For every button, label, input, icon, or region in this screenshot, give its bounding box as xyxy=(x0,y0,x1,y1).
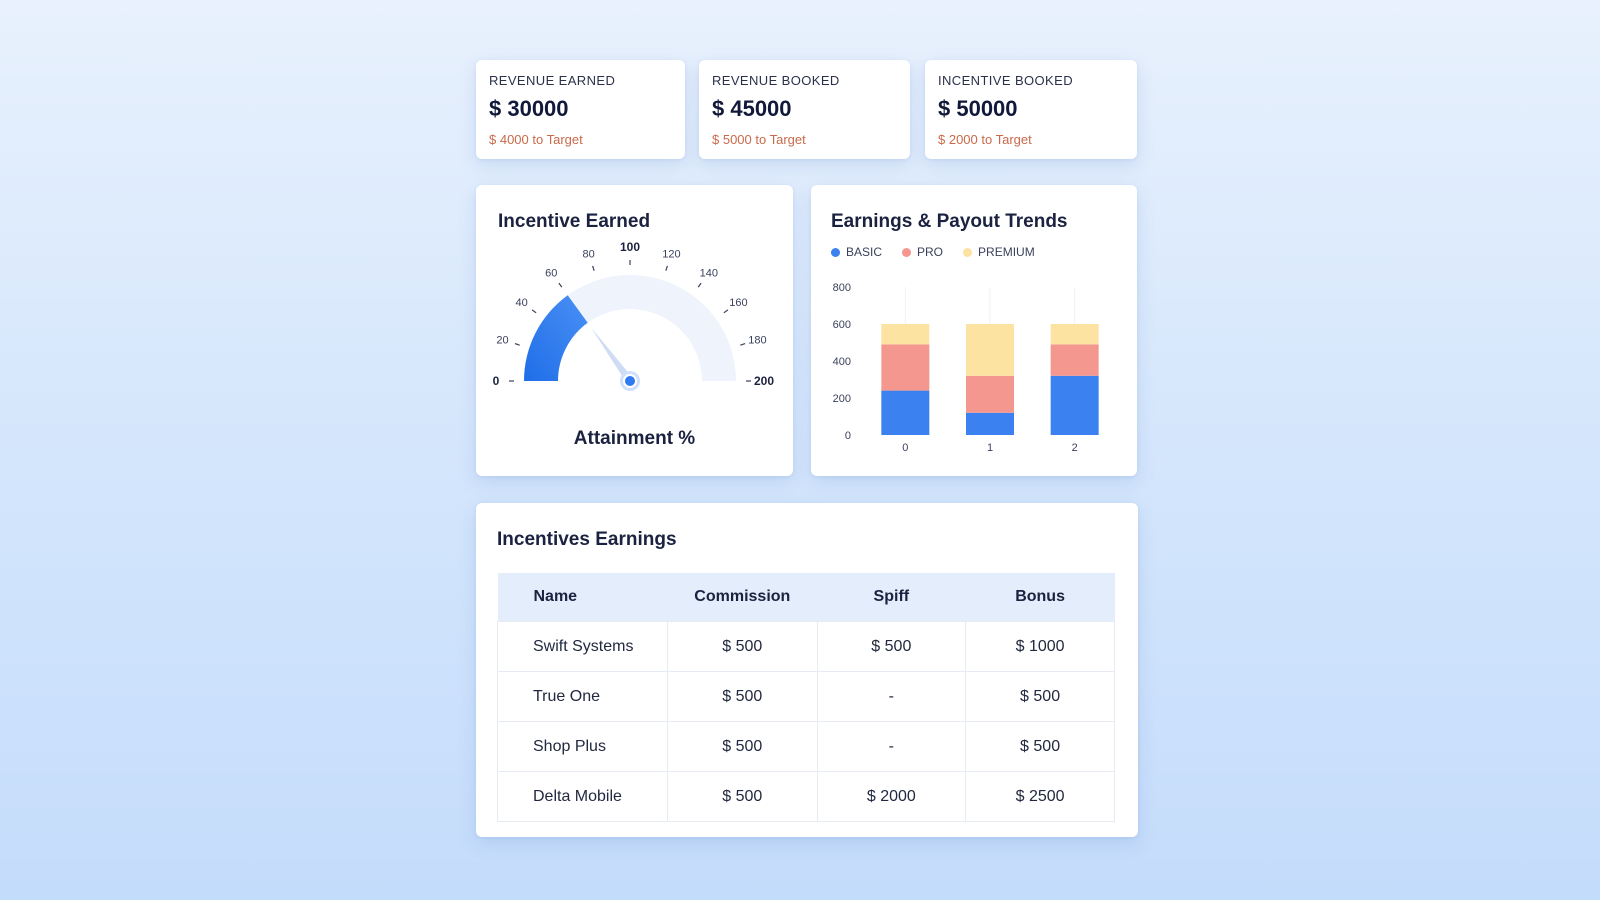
table-row[interactable]: Swift Systems $ 500 $ 500 $ 1000 xyxy=(496,621,1115,672)
earnings-trends-card: Earnings & Payout Trends BASIC PRO PREMI… xyxy=(811,185,1137,476)
legend-label: PREMIUM xyxy=(978,245,1035,259)
bar-segment-basic xyxy=(881,390,930,435)
cell-name: Delta Mobile xyxy=(496,771,669,822)
gauge-title: Incentive Earned xyxy=(498,211,651,232)
cell-name: Swift Systems xyxy=(496,621,669,672)
gauge-tick xyxy=(531,309,537,314)
table-row[interactable]: Shop Plus $ 500 - $ 500 xyxy=(496,721,1115,772)
legend-item-pro[interactable]: PRO xyxy=(902,245,943,259)
gauge-tick-label: 80 xyxy=(582,249,594,261)
bar-segment-basic xyxy=(1050,375,1099,435)
cell-bonus: $ 500 xyxy=(965,721,1115,772)
gauge-tick-label: 200 xyxy=(754,374,774,388)
gauge-tick-label: 20 xyxy=(496,335,508,347)
kpi-target-note: $ 5000 to Target xyxy=(712,132,806,147)
gauge-tick xyxy=(723,309,729,314)
cell-commission: $ 500 xyxy=(667,721,818,772)
kpi-label: REVENUE EARNED xyxy=(489,73,616,88)
cell-spiff: - xyxy=(816,721,967,772)
gauge-hub xyxy=(623,374,637,388)
x-tick-label: 2 xyxy=(1072,442,1078,454)
column-header-bonus[interactable]: Bonus xyxy=(965,573,1115,622)
legend-item-premium[interactable]: PREMIUM xyxy=(963,245,1035,259)
table-row[interactable]: Delta Mobile $ 500 $ 2000 $ 2500 xyxy=(496,771,1115,822)
gauge-caption: Attainment % xyxy=(573,428,696,449)
incentives-table: Name Commission Spiff Bonus Swift System… xyxy=(496,573,1115,822)
incentives-earnings-card: Incentives Earnings Name Commission Spif… xyxy=(476,503,1138,837)
cell-spiff: - xyxy=(816,671,967,722)
bar-segment-premium xyxy=(966,324,1014,376)
cell-name: Shop Plus xyxy=(496,721,669,772)
legend-label: PRO xyxy=(917,245,944,259)
gauge-track xyxy=(524,275,736,381)
gauge-tick xyxy=(514,343,520,346)
gauge-fill xyxy=(524,295,588,381)
cell-bonus: $ 2500 xyxy=(965,771,1115,822)
column-header-name[interactable]: Name xyxy=(497,573,668,622)
gauge-tick xyxy=(740,343,746,346)
y-tick-label: 400 xyxy=(833,356,851,368)
stacked-bar-chart: 0 200 400 600 800 0 1 2 xyxy=(833,282,1099,454)
kpi-card-revenue-booked: REVENUE BOOKED $ 45000 $ 5000 to Target xyxy=(699,60,910,159)
bar-segment-premium xyxy=(1050,324,1099,345)
cell-commission: $ 500 xyxy=(667,771,818,822)
bar-segment-pro xyxy=(881,344,930,391)
legend-label: BASIC xyxy=(846,245,883,259)
bar-segment-pro xyxy=(1050,344,1099,376)
gauge-tick xyxy=(592,265,595,271)
cell-bonus: $ 500 xyxy=(965,671,1115,722)
gauge-tick xyxy=(665,265,668,271)
gauge-tick-label: 160 xyxy=(729,297,747,309)
kpi-card-revenue-earned: REVENUE EARNED $ 30000 $ 4000 to Target xyxy=(476,60,685,159)
chart-legend: BASIC PRO PREMIUM xyxy=(831,245,1035,259)
legend-dot-icon xyxy=(963,247,973,257)
y-tick-label: 0 xyxy=(845,430,851,442)
table-header-row: Name Commission Spiff Bonus xyxy=(497,573,1115,622)
bar-segment-pro xyxy=(966,375,1014,413)
gauge-tick-label: 180 xyxy=(748,335,766,347)
kpi-target-note: $ 4000 to Target xyxy=(489,132,583,147)
cell-spiff: $ 2000 xyxy=(816,771,967,822)
cell-spiff: $ 500 xyxy=(816,621,967,672)
chart-title: Earnings & Payout Trends xyxy=(831,211,1068,232)
x-tick-label: 1 xyxy=(987,442,993,454)
kpi-target-note: $ 2000 to Target xyxy=(938,132,1032,147)
cell-bonus: $ 1000 xyxy=(965,621,1115,672)
column-header-commission[interactable]: Commission xyxy=(667,573,817,622)
legend-dot-icon xyxy=(902,247,912,257)
incentive-earned-card: Incentive Earned 0 20 40 60 80 100 120 140 160 18… xyxy=(476,185,793,476)
cell-commission: $ 500 xyxy=(667,671,818,722)
legend-item-basic[interactable]: BASIC xyxy=(831,245,882,259)
kpi-label: REVENUE BOOKED xyxy=(712,73,840,88)
gauge-tick xyxy=(558,282,563,288)
x-tick-label: 0 xyxy=(902,442,908,454)
gauge-tick-label: 40 xyxy=(515,297,527,309)
gauge-tick xyxy=(697,282,702,288)
y-tick-label: 200 xyxy=(833,393,851,405)
kpi-value: $ 30000 xyxy=(489,96,569,121)
bar-segment-premium xyxy=(881,324,930,345)
gauge-needle xyxy=(591,327,634,384)
kpi-card-incentive-booked: INCENTIVE BOOKED $ 50000 $ 2000 to Targe… xyxy=(925,60,1137,159)
y-tick-label: 800 xyxy=(833,282,851,294)
column-header-spiff[interactable]: Spiff xyxy=(817,573,966,622)
gauge-tick-label: 140 xyxy=(700,268,718,280)
kpi-value: $ 50000 xyxy=(938,96,1018,121)
kpi-label: INCENTIVE BOOKED xyxy=(938,73,1073,88)
bar-segment-basic xyxy=(966,412,1014,435)
table-title: Incentives Earnings xyxy=(497,529,677,550)
table-row[interactable]: True One $ 500 - $ 500 xyxy=(496,671,1115,722)
y-tick-label: 600 xyxy=(833,319,851,331)
legend-dot-icon xyxy=(831,247,840,257)
gauge-tick-label: 120 xyxy=(662,249,680,261)
gauge-tick-label: 60 xyxy=(545,268,557,280)
kpi-value: $ 45000 xyxy=(712,96,792,121)
cell-commission: $ 500 xyxy=(667,621,818,672)
gauge-tick-label: 0 xyxy=(493,374,500,388)
cell-name: True One xyxy=(496,671,669,722)
gauge-tick-label: 100 xyxy=(620,240,640,254)
attainment-gauge: 0 20 40 60 80 100 120 140 160 180 200 xyxy=(493,240,774,391)
